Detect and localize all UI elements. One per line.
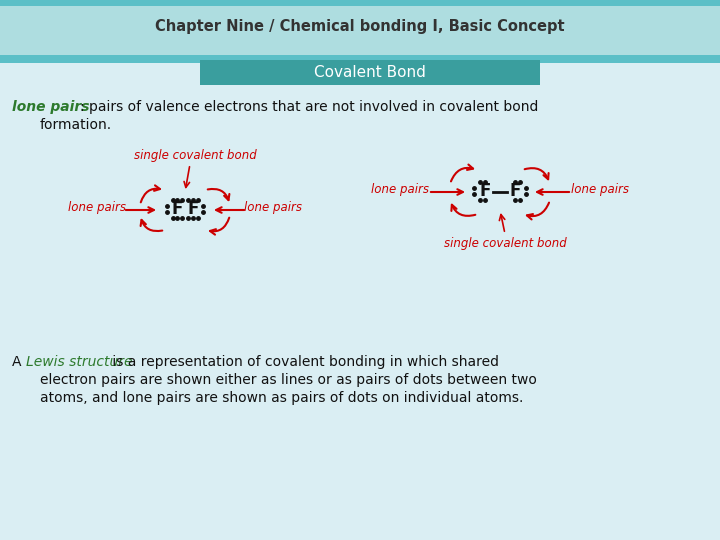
Text: formation.: formation. — [40, 118, 112, 132]
Bar — [0, 0, 720, 6]
Text: F: F — [480, 182, 491, 200]
Text: single covalent bond: single covalent bond — [134, 148, 256, 161]
Text: lone pairs: lone pairs — [371, 184, 429, 197]
Text: lone pairs: lone pairs — [571, 184, 629, 197]
Text: lone pairs: lone pairs — [244, 201, 302, 214]
Bar — [0, 0, 720, 58]
Text: Covalent Bond: Covalent Bond — [314, 65, 426, 80]
Bar — [0, 55, 720, 63]
Text: is a representation of covalent bonding in which shared: is a representation of covalent bonding … — [108, 355, 499, 369]
Text: : pairs of valence electrons that are not involved in covalent bond: : pairs of valence electrons that are no… — [80, 100, 539, 114]
Text: F: F — [171, 200, 183, 218]
Text: A: A — [12, 355, 22, 369]
Bar — [200, 60, 540, 85]
Text: atoms, and lone pairs are shown as pairs of dots on individual atoms.: atoms, and lone pairs are shown as pairs… — [40, 391, 523, 405]
Text: electron pairs are shown either as lines or as pairs of dots between two: electron pairs are shown either as lines… — [40, 373, 537, 387]
Text: lone pairs: lone pairs — [12, 100, 89, 114]
Text: single covalent bond: single covalent bond — [444, 238, 567, 251]
Text: Chapter Nine / Chemical bonding I, Basic Concept: Chapter Nine / Chemical bonding I, Basic… — [156, 19, 564, 35]
Text: F: F — [187, 200, 199, 218]
Text: lone pairs: lone pairs — [68, 201, 126, 214]
Text: F: F — [509, 182, 521, 200]
Text: Lewis structure: Lewis structure — [26, 355, 132, 369]
